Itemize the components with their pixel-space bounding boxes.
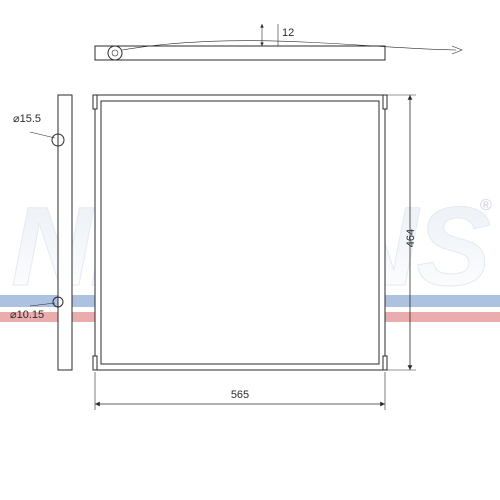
- front-view: [93, 95, 387, 370]
- width-value: 565: [231, 389, 249, 401]
- dimension-width: 565: [95, 372, 385, 410]
- height-value: 464: [405, 229, 417, 247]
- dimension-depth: 12: [262, 24, 294, 46]
- side-port-upper: ⌀15.5: [13, 113, 64, 146]
- top-view: [95, 41, 462, 60]
- port-upper-label: ⌀15.5: [13, 113, 41, 125]
- depth-value: 12: [282, 27, 294, 39]
- port-lower-label: ⌀10.15: [10, 309, 44, 321]
- watermark-reg: ®: [480, 197, 492, 214]
